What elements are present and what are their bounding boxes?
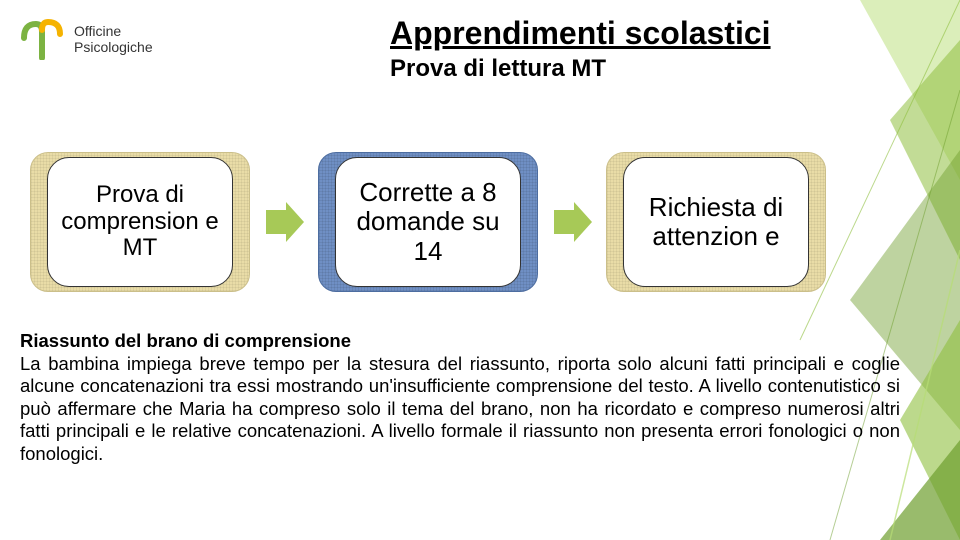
brand-logo: Officine Psicologiche: [18, 18, 153, 60]
card-3-front: Richiesta di attenzion e: [623, 157, 809, 287]
logo-text: Officine Psicologiche: [74, 23, 153, 55]
title-block: Apprendimenti scolastici Prova di lettur…: [390, 16, 771, 83]
page-subtitle: Prova di lettura MT: [390, 55, 771, 83]
card-1-front: Prova di comprension e MT: [47, 157, 233, 287]
arrow-icon: [548, 198, 596, 246]
card-2-front: Corrette a 8 domande su 14: [335, 157, 521, 287]
card-2: Corrette a 8 domande su 14: [318, 152, 538, 292]
logo-line2: Psicologiche: [74, 39, 153, 55]
logo-icon: [18, 18, 66, 60]
page-title: Apprendimenti scolastici: [390, 16, 771, 51]
summary-text: Riassunto del brano di comprensione La b…: [20, 330, 900, 465]
card-3-label: Richiesta di attenzion e: [632, 193, 800, 251]
card-3: Richiesta di attenzion e: [606, 152, 826, 292]
logo-line1: Officine: [74, 23, 153, 39]
card-1-label: Prova di comprension e MT: [56, 182, 224, 263]
arrow-icon: [260, 198, 308, 246]
card-2-label: Corrette a 8 domande su 14: [344, 178, 512, 265]
card-1: Prova di comprension e MT: [30, 152, 250, 292]
summary-heading: Riassunto del brano di comprensione: [20, 330, 900, 353]
summary-body: La bambina impiega breve tempo per la st…: [20, 353, 900, 464]
flow-diagram: Prova di comprension e MT Corrette a 8 d…: [30, 152, 826, 292]
